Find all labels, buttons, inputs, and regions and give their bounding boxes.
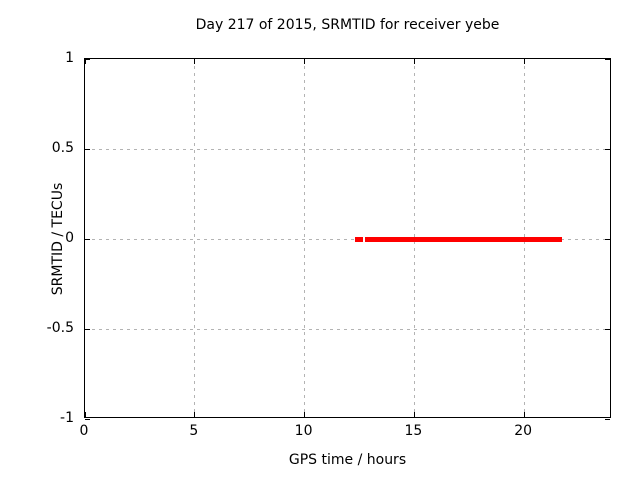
- y-tick-label: 0: [65, 230, 74, 246]
- vertical-gridline: [304, 59, 306, 417]
- y-tick-label: 0.5: [51, 140, 74, 156]
- y-tick-mark: [605, 238, 610, 240]
- y-tick-label: -1: [60, 410, 74, 426]
- x-tick-label: 20: [514, 423, 533, 439]
- y-tick-mark: [85, 148, 90, 150]
- data-series-segment: [365, 236, 562, 242]
- y-tick-mark: [85, 328, 90, 330]
- y-tick-mark: [605, 148, 610, 150]
- horizontal-gridline: [85, 328, 610, 330]
- y-tick-mark: [605, 58, 610, 60]
- x-tick-mark: [194, 59, 196, 64]
- plot-area: [84, 58, 611, 420]
- y-tick-mark: [605, 418, 610, 420]
- y-tick-label: 1: [65, 50, 74, 66]
- x-tick-label: 10: [294, 423, 313, 439]
- x-tick-label: 5: [189, 423, 199, 439]
- vertical-gridline: [194, 59, 196, 417]
- x-tick-mark: [194, 412, 196, 417]
- horizontal-gridline: [85, 238, 610, 240]
- x-tick-label: 15: [404, 423, 423, 439]
- x-tick-mark: [84, 412, 86, 417]
- y-tick-mark: [85, 238, 90, 240]
- x-tick-label: 0: [79, 423, 89, 439]
- x-tick-mark: [84, 59, 86, 64]
- horizontal-gridline: [85, 148, 610, 150]
- x-tick-mark: [413, 412, 415, 417]
- x-tick-mark: [523, 59, 525, 64]
- x-tick-mark: [413, 59, 415, 64]
- y-tick-mark: [85, 418, 90, 420]
- data-series-segment: [355, 236, 363, 242]
- x-tick-mark: [304, 412, 306, 417]
- y-tick-mark: [85, 58, 90, 60]
- x-tick-mark: [304, 59, 306, 64]
- x-tick-mark: [523, 412, 525, 417]
- x-axis-label: GPS time / hours: [288, 452, 407, 468]
- y-tick-label: -0.5: [46, 320, 74, 336]
- chart-title: Day 217 of 2015, SRMTID for receiver yeb…: [195, 17, 500, 33]
- y-tick-mark: [605, 328, 610, 330]
